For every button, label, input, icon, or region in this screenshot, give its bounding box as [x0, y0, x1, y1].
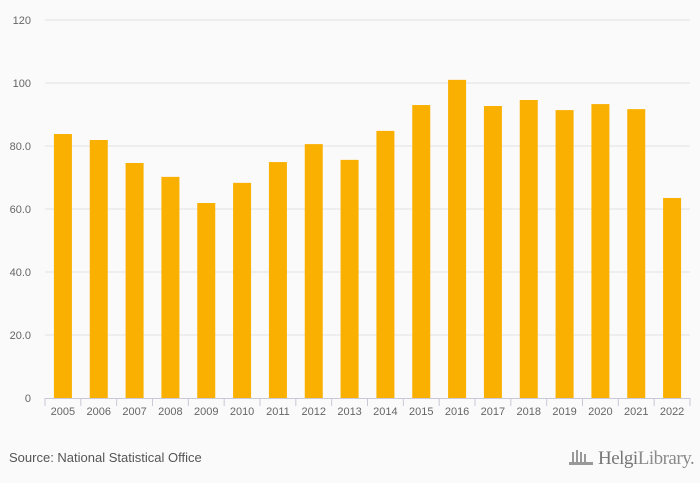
x-tick-label: 2006: [87, 406, 111, 418]
x-tick-label: 2022: [660, 406, 684, 418]
source-note: Source: National Statistical Office: [9, 450, 202, 465]
y-tick-label: 40.0: [10, 267, 31, 279]
bar-2007: [125, 163, 144, 398]
x-tick-label: 2011: [266, 406, 290, 418]
bar-2013: [340, 159, 359, 398]
x-tick-label: 2016: [445, 406, 469, 418]
x-tick-label: 2018: [517, 406, 541, 418]
bar-2017: [483, 105, 502, 399]
x-tick-label: 2013: [337, 406, 361, 418]
bar-2014: [376, 130, 395, 398]
logo-text: HelgiLibrary.: [598, 448, 695, 469]
bar-2021: [627, 109, 646, 399]
bar-2022: [663, 197, 682, 398]
bar-2011: [268, 162, 287, 398]
bar-2005: [53, 134, 72, 398]
x-tick-label: 2008: [158, 406, 182, 418]
y-tick-label: 0: [25, 393, 31, 405]
x-tick-label: 2017: [481, 406, 505, 418]
x-tick-label: 2015: [409, 406, 433, 418]
bar-2012: [304, 144, 323, 398]
bar-2006: [89, 140, 108, 398]
x-tick-label: 2021: [624, 406, 648, 418]
bar-2009: [197, 203, 216, 398]
bar-2010: [233, 182, 252, 398]
bar-2018: [519, 100, 538, 398]
y-tick-label: 100: [13, 78, 31, 90]
x-tick-label: 2019: [552, 406, 576, 418]
bar-chart: 0 20.0 40.0 60.0 80.0 100 120 2005 2006 2007 2008 2…: [10, 15, 691, 418]
x-tick-label: 2014: [373, 406, 397, 418]
y-tick-label: 80.0: [10, 141, 31, 153]
bar-2016: [448, 79, 467, 398]
x-tick-label: 2007: [122, 406, 146, 418]
bar-2008: [161, 176, 180, 398]
helgilibrary-logo: HelgiLibrary.: [568, 448, 695, 470]
y-tick-label: 20.0: [10, 330, 31, 342]
bar-2015: [412, 105, 431, 399]
y-tick-label: 120: [13, 15, 31, 27]
x-tick-label: 2009: [194, 406, 218, 418]
logo-icon: [569, 450, 593, 465]
x-tick-label: 2020: [588, 406, 612, 418]
x-tick-label: 2010: [230, 406, 254, 418]
x-tick-label: 2012: [302, 406, 326, 418]
x-tick-label: 2005: [51, 406, 75, 418]
bar-2019: [555, 110, 574, 398]
y-tick-label: 60.0: [10, 204, 31, 216]
bar-2020: [591, 104, 610, 398]
